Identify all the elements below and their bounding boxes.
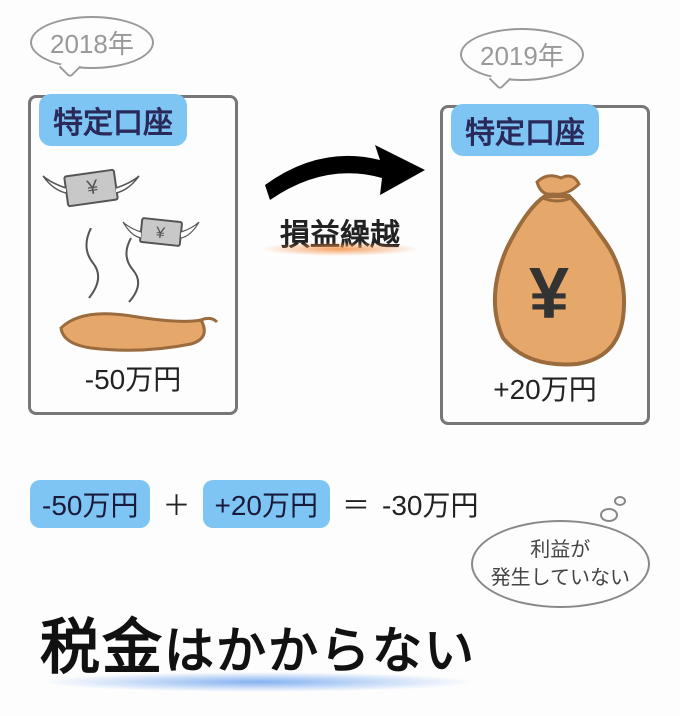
equation-term2: +20万円	[203, 480, 331, 528]
headline-rest: はかからない	[164, 623, 476, 679]
svg-text:¥: ¥	[529, 254, 569, 334]
equation-op-equals: ＝	[342, 484, 370, 524]
equation-row: -50万円 ＋ +20万円 ＝ -30万円	[30, 480, 479, 528]
year-bubble-right: 2019年	[460, 28, 584, 81]
equation-term1: -50万円	[30, 480, 150, 528]
headline: 税金はかからない	[40, 599, 476, 686]
trail-icon	[71, 228, 161, 308]
year-right-text: 2019年	[480, 41, 564, 71]
arrow-label-text: 損益繰越	[280, 219, 400, 252]
headline-strong: 税金	[40, 614, 164, 681]
thought-line2: 発生していない	[491, 567, 630, 589]
account-title-left: 特定口座	[39, 94, 187, 146]
account-box-2019: 特定口座 ¥ +20万円	[440, 105, 650, 425]
year-left-text: 2018年	[50, 29, 134, 59]
arrow-label: 損益繰越	[260, 210, 420, 254]
account-title-right: 特定口座	[451, 104, 599, 156]
amount-right: +20万円	[443, 368, 647, 408]
equation-op-plus: ＋	[162, 484, 190, 524]
account-box-2018: 特定口座 ¥ ¥ -50万円	[28, 95, 238, 415]
thought-line1: 利益が	[530, 539, 590, 561]
carryover-arrow-icon	[260, 140, 430, 210]
thought-bubble: 利益が 発生していない	[471, 520, 650, 608]
equation-result: -30万円	[382, 484, 478, 524]
amount-left: -50万円	[31, 358, 235, 398]
empty-wallet-icon	[51, 298, 221, 358]
money-bag-icon: ¥	[467, 168, 637, 378]
year-bubble-left: 2018年	[30, 16, 154, 69]
